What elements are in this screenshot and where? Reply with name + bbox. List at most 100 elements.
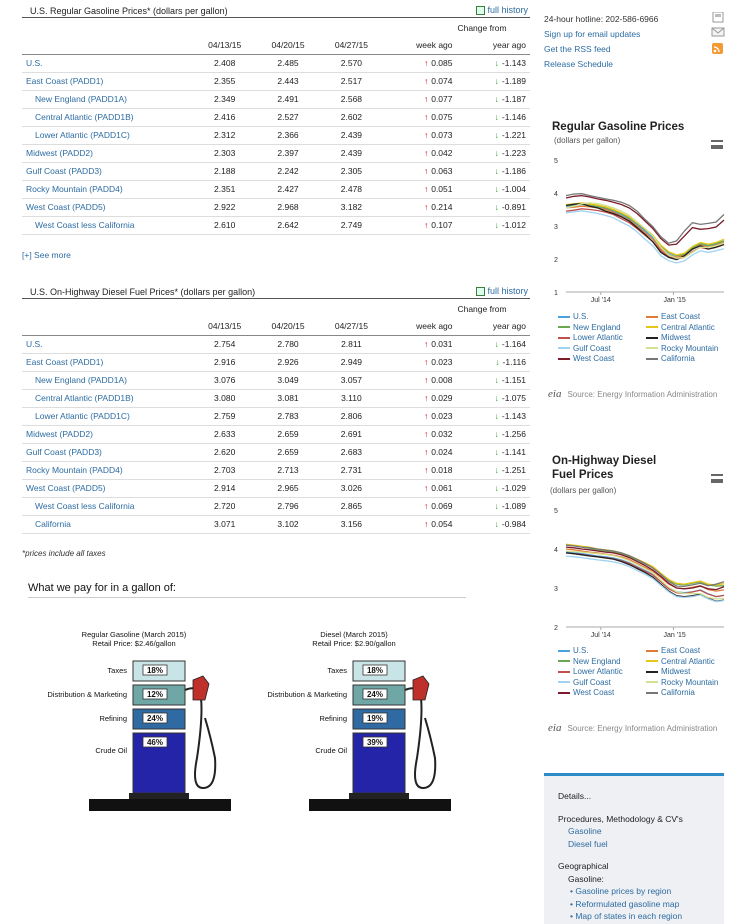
legend-label: New England [573, 656, 621, 666]
diesel-price-table: Change from 04/13/15 04/20/15 04/27/15 week … [22, 301, 530, 534]
procedures-link-gasoline[interactable]: Gasoline [568, 826, 602, 836]
area-link[interactable]: Gulf Coast (PADD3) [22, 443, 193, 462]
chart-menu-icon[interactable] [711, 474, 723, 483]
arrow-up-icon: ↑ [423, 130, 429, 140]
area-link[interactable]: Central Atlantic (PADD1B) [22, 108, 193, 127]
table-row: East Coast (PADD1) 2.916 2.926 2.949 ↑ 0.023 ↓… [22, 353, 530, 372]
procedures-link-diesel[interactable]: Diesel fuel [568, 838, 608, 849]
arrow-up-icon: ↑ [423, 501, 429, 511]
email-icon[interactable] [711, 27, 725, 37]
price-cell: 2.188 [193, 162, 257, 181]
price-cell: 2.527 [256, 108, 320, 127]
area-link[interactable]: U.S. [22, 335, 193, 354]
legend-item[interactable]: West Coast [558, 354, 646, 365]
area-link[interactable]: West Coast (PADD5) [22, 479, 193, 498]
arrow-up-icon: ↑ [423, 112, 429, 122]
release-schedule-link[interactable]: Release Schedule [544, 59, 613, 69]
table-row: Central Atlantic (PADD1B) 2.416 2.527 2.602… [22, 108, 530, 127]
area-link[interactable]: Midwest (PADD2) [22, 425, 193, 444]
arrow-down-icon: ↓ [494, 375, 499, 385]
diesel-full-history-link[interactable]: full history [476, 286, 528, 296]
year-change-cell: ↓ -1.143 [456, 54, 530, 73]
geo-link-reformulated-map[interactable]: • Reformulated gasoline map [570, 898, 680, 909]
email-updates-link[interactable]: Sign up for email updates [544, 29, 641, 39]
legend-item[interactable]: Central Atlantic [646, 657, 734, 668]
price-cell: 2.491 [256, 90, 320, 109]
table-row: Lower Atlantic (PADD1C) 2.759 2.783 2.806 ↑ 0… [22, 407, 530, 426]
week-change-cell: ↑ 0.024 [383, 443, 457, 462]
legend-item[interactable]: Lower Atlantic [558, 333, 646, 344]
legend-item[interactable]: Central Atlantic [646, 323, 734, 334]
taxes-footnote: *prices include all taxes [22, 549, 106, 558]
legend-item[interactable]: U.S. [558, 646, 646, 657]
x-tick-label: Jan '15 [663, 632, 685, 637]
legend-item[interactable]: U.S. [558, 312, 646, 323]
price-cell: 2.713 [256, 461, 320, 480]
area-link[interactable]: New England (PADD1A) [22, 371, 193, 390]
area-link[interactable]: West Coast (PADD5) [22, 198, 193, 217]
price-cell: 2.659 [256, 443, 320, 462]
table-row: Central Atlantic (PADD1B) 3.080 3.081 3.110… [22, 389, 530, 408]
table-row: New England (PADD1A) 2.349 2.491 2.568 ↑ 0.07… [22, 90, 530, 109]
x-tick-label: Jul '14 [591, 297, 611, 302]
year-change-cell: ↓ -1.029 [456, 479, 530, 498]
area-link[interactable]: West Coast less California [22, 216, 193, 235]
gasoline-chart-panel: Regular Gasoline Prices (dollars per gal… [544, 118, 741, 408]
area-link[interactable]: Lower Atlantic (PADD1C) [22, 126, 193, 145]
legend-item[interactable]: Midwest [646, 667, 734, 678]
legend-item[interactable]: New England [558, 323, 646, 334]
see-more-link[interactable]: [+] See more [22, 250, 71, 260]
price-cell: 2.242 [256, 162, 320, 181]
area-link[interactable]: California [22, 515, 193, 534]
year-change-cell: ↓ -1.012 [456, 216, 530, 235]
segment-pct: 24% [147, 714, 163, 723]
price-cell: 2.703 [193, 461, 257, 480]
year-change-cell: ↓ -1.256 [456, 425, 530, 444]
table-row: U.S. 2.754 2.780 2.811 ↑ 0.031 ↓ -1.164 [22, 335, 530, 354]
legend-item[interactable]: Rocky Mountain [646, 344, 734, 355]
arrow-up-icon: ↑ [423, 166, 429, 176]
legend-item[interactable]: California [646, 688, 734, 699]
legend-item[interactable]: East Coast [646, 646, 734, 657]
price-cell: 2.416 [193, 108, 257, 127]
legend-item[interactable]: East Coast [646, 312, 734, 323]
area-link[interactable]: Lower Atlantic (PADD1C) [22, 407, 193, 426]
gasoline-full-history-link[interactable]: full history [476, 5, 528, 15]
legend-item[interactable]: California [646, 354, 734, 365]
week-change-cell: ↑ 0.214 [383, 198, 457, 217]
geo-link-states-map[interactable]: • Map of states in each region [570, 911, 683, 921]
year-change-cell: ↓ -1.186 [456, 162, 530, 181]
price-cell: 2.478 [319, 180, 384, 199]
area-link[interactable]: New England (PADD1A) [22, 90, 193, 109]
segment-label: Distribution & Marketing [47, 690, 127, 699]
area-link[interactable]: West Coast less California [22, 497, 193, 516]
rss-feed-link[interactable]: Get the RSS feed [544, 44, 611, 54]
area-link[interactable]: U.S. [22, 54, 193, 73]
legend-item[interactable]: Rocky Mountain [646, 678, 734, 689]
chart-menu-icon[interactable] [711, 140, 723, 149]
rss-icon[interactable] [712, 43, 723, 54]
legend-item[interactable]: West Coast [558, 688, 646, 699]
area-link[interactable]: East Coast (PADD1) [22, 353, 193, 372]
legend-item[interactable]: Lower Atlantic [558, 667, 646, 678]
area-link[interactable]: Rocky Mountain (PADD4) [22, 461, 193, 480]
arrow-up-icon: ↑ [423, 94, 429, 104]
gasoline-chart-title: Regular Gasoline Prices [552, 121, 685, 133]
legend-item[interactable]: New England [558, 657, 646, 668]
legend-item[interactable]: Midwest [646, 333, 734, 344]
legend-swatch [558, 347, 570, 350]
area-link[interactable]: Midwest (PADD2) [22, 144, 193, 163]
legend-item[interactable]: Gulf Coast [558, 344, 646, 355]
y-tick-label: 5 [554, 158, 558, 165]
area-link[interactable]: Rocky Mountain (PADD4) [22, 180, 193, 199]
table-row: Rocky Mountain (PADD4) 2.351 2.427 2.478 ↑ 0.… [22, 180, 530, 199]
area-link[interactable]: Central Atlantic (PADD1B) [22, 389, 193, 408]
area-link[interactable]: East Coast (PADD1) [22, 72, 193, 91]
pct-box [142, 712, 168, 724]
legend-item[interactable]: Gulf Coast [558, 678, 646, 689]
geo-link-prices-by-region[interactable]: • Gasoline prices by region [570, 886, 672, 896]
legend-label: West Coast [573, 688, 615, 697]
price-cell: 2.570 [319, 54, 384, 73]
price-cell: 2.754 [193, 335, 257, 354]
area-link[interactable]: Gulf Coast (PADD3) [22, 162, 193, 181]
